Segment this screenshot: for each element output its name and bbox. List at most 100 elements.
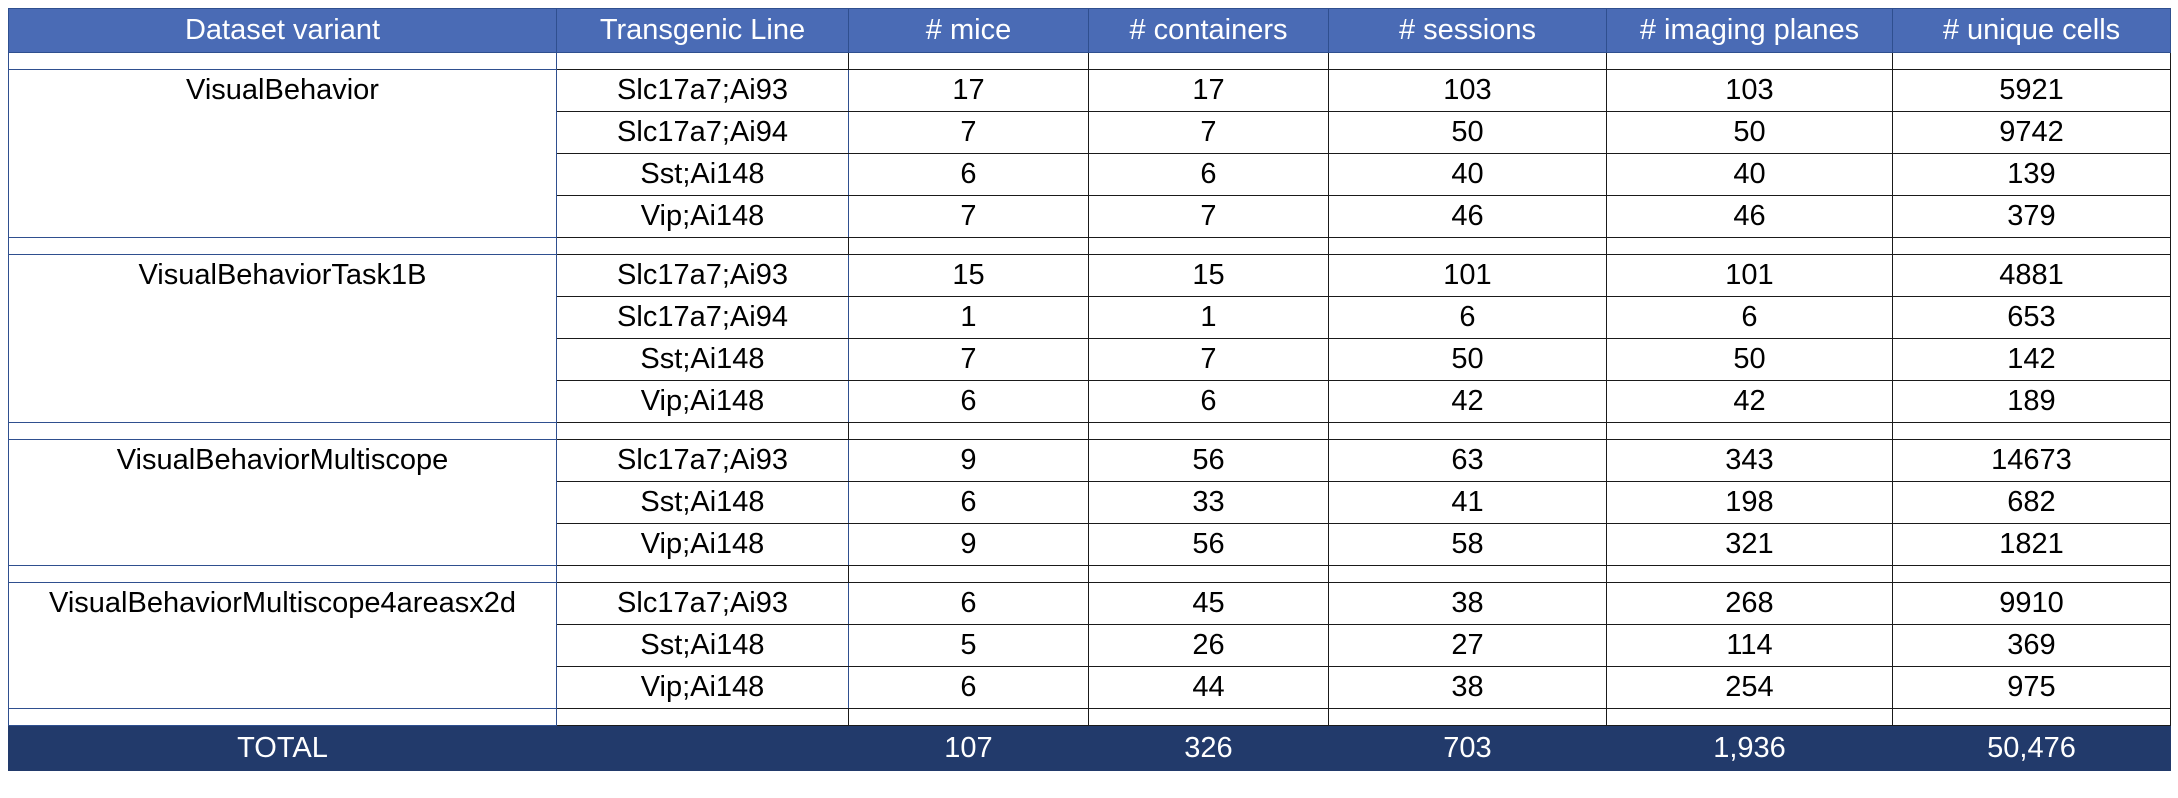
cell-dataset-variant [8, 296, 557, 339]
spacer-cell [556, 52, 849, 70]
cell-line: Vip;Ai148 [556, 523, 849, 566]
cell-imaging-planes: 42 [1606, 380, 1893, 423]
cell-mice: 6 [848, 380, 1089, 423]
header-sessions: # sessions [1328, 8, 1607, 53]
cell-dataset-variant: VisualBehaviorTask1B [8, 254, 557, 297]
spacer-row [8, 237, 2171, 255]
spacer-cell [1328, 52, 1607, 70]
cell-mice: 7 [848, 111, 1089, 154]
spacer-cell [8, 52, 557, 70]
cell-sessions: 41 [1328, 481, 1607, 524]
cell-mice: 1 [848, 296, 1089, 339]
cell-sessions: 103 [1328, 69, 1607, 112]
cell-imaging-planes: 46 [1606, 195, 1893, 238]
cell-unique-cells: 9910 [1892, 582, 2171, 625]
cell-containers: 6 [1088, 380, 1329, 423]
cell-sessions: 50 [1328, 338, 1607, 381]
cell-unique-cells: 189 [1892, 380, 2171, 423]
table-row: Sst;Ai148 7 7 50 50 142 [8, 338, 2171, 381]
header-mice: # mice [848, 8, 1089, 53]
table-row: Vip;Ai148 6 6 42 42 189 [8, 380, 2171, 423]
cell-unique-cells: 1821 [1892, 523, 2171, 566]
cell-containers: 17 [1088, 69, 1329, 112]
cell-mice: 17 [848, 69, 1089, 112]
spacer-cell [1088, 565, 1329, 583]
spacer-cell [556, 565, 849, 583]
spacer-cell [556, 237, 849, 255]
cell-unique-cells: 5921 [1892, 69, 2171, 112]
cell-sessions: 42 [1328, 380, 1607, 423]
spacer-cell [556, 708, 849, 726]
spacer-cell [1328, 708, 1607, 726]
cell-line: Sst;Ai148 [556, 338, 849, 381]
cell-dataset-variant: VisualBehavior [8, 69, 557, 112]
table-row: VisualBehaviorMultiscope Slc17a7;Ai93 9 56 6… [8, 439, 2171, 482]
cell-containers: 7 [1088, 195, 1329, 238]
cell-dataset-variant [8, 153, 557, 196]
cell-line: Sst;Ai148 [556, 624, 849, 667]
cell-imaging-planes: 103 [1606, 69, 1893, 112]
dataset-summary-table: Dataset variant Transgenic Line # mice #… [8, 8, 2171, 771]
cell-dataset-variant [8, 380, 557, 423]
cell-containers: 56 [1088, 523, 1329, 566]
cell-sessions: 6 [1328, 296, 1607, 339]
cell-imaging-planes: 343 [1606, 439, 1893, 482]
spacer-cell [1892, 565, 2171, 583]
spacer-cell [1606, 708, 1893, 726]
spacer-cell [1328, 422, 1607, 440]
cell-dataset-variant [8, 195, 557, 238]
cell-dataset-variant [8, 666, 557, 709]
cell-sessions: 38 [1328, 582, 1607, 625]
cell-sessions: 46 [1328, 195, 1607, 238]
cell-dataset-variant [8, 481, 557, 524]
cell-unique-cells: 682 [1892, 481, 2171, 524]
table-row: Sst;Ai148 6 33 41 198 682 [8, 481, 2171, 524]
cell-containers: 7 [1088, 111, 1329, 154]
spacer-cell [1088, 52, 1329, 70]
cell-imaging-planes: 50 [1606, 111, 1893, 154]
cell-unique-cells: 142 [1892, 338, 2171, 381]
cell-unique-cells: 975 [1892, 666, 2171, 709]
cell-mice: 9 [848, 439, 1089, 482]
spacer-cell [8, 422, 557, 440]
cell-containers: 44 [1088, 666, 1329, 709]
cell-mice: 5 [848, 624, 1089, 667]
spacer-cell [1606, 52, 1893, 70]
table-row: VisualBehaviorTask1B Slc17a7;Ai93 15 15 101 1… [8, 254, 2171, 297]
total-containers: 326 [1088, 725, 1329, 771]
spacer-cell [1892, 237, 2171, 255]
total-label: TOTAL [8, 725, 557, 771]
spacer-cell [1606, 565, 1893, 583]
spacer-cell [1088, 237, 1329, 255]
cell-containers: 6 [1088, 153, 1329, 196]
cell-containers: 1 [1088, 296, 1329, 339]
total-mice: 107 [848, 725, 1089, 771]
spacer-cell [1606, 237, 1893, 255]
cell-line: Vip;Ai148 [556, 380, 849, 423]
cell-imaging-planes: 254 [1606, 666, 1893, 709]
table-row: Vip;Ai148 9 56 58 321 1821 [8, 523, 2171, 566]
cell-dataset-variant [8, 624, 557, 667]
cell-containers: 33 [1088, 481, 1329, 524]
cell-sessions: 50 [1328, 111, 1607, 154]
table-footer: TOTAL 107 326 703 1,936 50,476 [8, 725, 2171, 771]
table-row: VisualBehavior Slc17a7;Ai93 17 17 103 103 5921 [8, 69, 2171, 112]
total-unique-cells: 50,476 [1892, 725, 2171, 771]
cell-imaging-planes: 50 [1606, 338, 1893, 381]
cell-mice: 9 [848, 523, 1089, 566]
cell-line: Sst;Ai148 [556, 153, 849, 196]
cell-imaging-planes: 198 [1606, 481, 1893, 524]
spacer-cell [1892, 422, 2171, 440]
cell-mice: 6 [848, 582, 1089, 625]
cell-containers: 7 [1088, 338, 1329, 381]
cell-mice: 6 [848, 666, 1089, 709]
table-row: VisualBehaviorMultiscope4areasx2d Slc17a7… [8, 582, 2171, 625]
cell-sessions: 27 [1328, 624, 1607, 667]
cell-sessions: 38 [1328, 666, 1607, 709]
header-containers: # containers [1088, 8, 1329, 53]
header-dataset-variant: Dataset variant [8, 8, 557, 53]
cell-unique-cells: 369 [1892, 624, 2171, 667]
cell-line: Slc17a7;Ai94 [556, 111, 849, 154]
cell-dataset-variant [8, 523, 557, 566]
cell-sessions: 63 [1328, 439, 1607, 482]
